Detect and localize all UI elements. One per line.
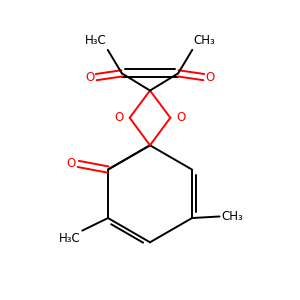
Text: O: O: [67, 157, 76, 170]
Text: H₃C: H₃C: [59, 232, 81, 245]
Text: O: O: [115, 111, 124, 124]
Text: O: O: [176, 111, 185, 124]
Text: O: O: [206, 70, 215, 84]
Text: O: O: [85, 70, 94, 84]
Text: H₃C: H₃C: [84, 34, 106, 47]
Text: CH₃: CH₃: [221, 210, 243, 223]
Text: CH₃: CH₃: [194, 34, 216, 47]
